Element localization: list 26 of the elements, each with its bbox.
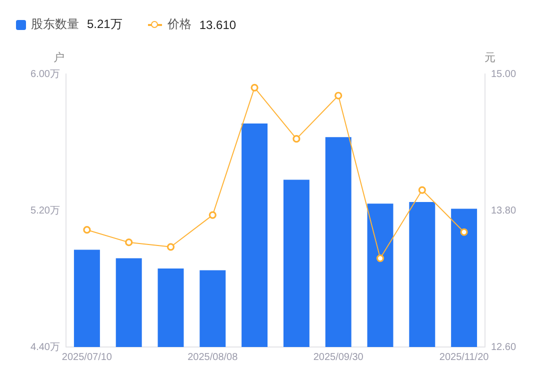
point	[460, 228, 468, 236]
y2-tick-label: 13.80	[491, 205, 516, 216]
point	[250, 84, 258, 92]
x-tick-label: 2025/11/20	[439, 352, 490, 363]
point	[125, 238, 133, 246]
point	[376, 254, 384, 262]
x-tick-label: 2025/09/30	[313, 352, 364, 363]
point	[208, 211, 216, 219]
y-tick-label: 6.00万	[30, 68, 60, 80]
y-tick-label: 4.40万	[30, 342, 60, 353]
text: 13.610	[199, 18, 236, 32]
text: 5.21万	[87, 16, 122, 33]
y2-tick-label: 15.00	[491, 68, 516, 80]
y-axis-title: 户	[54, 51, 64, 64]
y2-axis-title: 元	[484, 52, 496, 64]
point	[334, 92, 342, 100]
y2-tick-label: 12.60	[491, 342, 516, 353]
point	[83, 226, 91, 234]
y-tick-label: 5.20万	[30, 205, 60, 216]
x-tick-label: 2025/08/08	[188, 352, 238, 363]
legend-label: 价格	[167, 16, 192, 33]
point	[166, 243, 175, 251]
x-tick-label: 2025/07/10	[62, 352, 112, 363]
point	[418, 186, 426, 194]
legend-label: 股东数量	[31, 16, 79, 33]
point	[292, 135, 300, 143]
